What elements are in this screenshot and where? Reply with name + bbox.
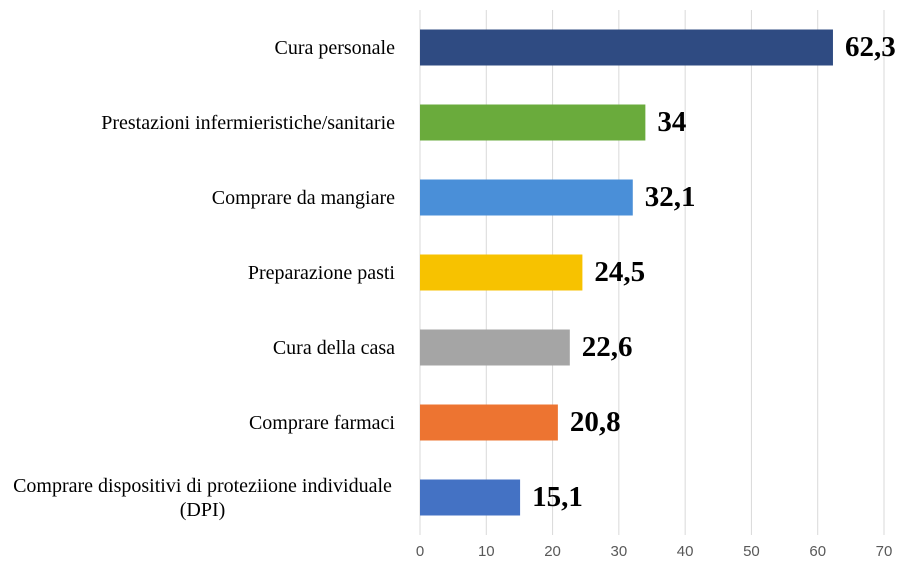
category-label: Cura della casa — [272, 336, 395, 359]
x-tick-label: 30 — [611, 543, 628, 560]
bar — [420, 479, 521, 516]
bar — [420, 29, 833, 66]
value-label: 34 — [657, 106, 686, 138]
bar — [420, 254, 583, 291]
category-label: Comprare da mangiare — [211, 186, 395, 209]
category-label: Cura personale — [274, 36, 395, 59]
value-label: 62,3 — [845, 31, 896, 63]
bar — [420, 179, 633, 216]
category-label: Comprare farmaci — [248, 411, 395, 434]
value-label: 32,1 — [645, 181, 696, 213]
value-label: 20,8 — [570, 406, 621, 438]
x-tick-label: 0 — [416, 543, 424, 560]
x-tick-label: 40 — [677, 543, 694, 560]
value-label: 15,1 — [532, 481, 583, 513]
x-tick-label: 50 — [743, 543, 760, 560]
x-tick-label: 20 — [544, 543, 561, 560]
bar — [420, 404, 558, 441]
category-label: Prestazioni infermieristiche/sanitarie — [101, 111, 395, 134]
x-tick-label: 60 — [809, 543, 826, 560]
value-label: 22,6 — [582, 331, 633, 363]
category-label: Comprare dispositivi di proteziione indi… — [13, 474, 392, 521]
category-label: Preparazione pasti — [247, 261, 395, 284]
x-tick-label: 10 — [478, 543, 495, 560]
bar — [420, 329, 570, 366]
bar — [420, 104, 646, 141]
value-label: 24,5 — [594, 256, 645, 288]
x-tick-label: 70 — [876, 543, 893, 560]
